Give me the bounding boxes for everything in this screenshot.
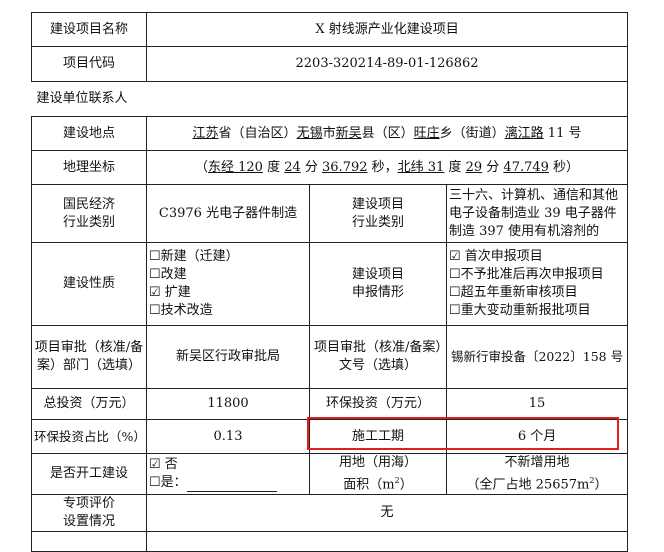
label-project-industry: 建设项目 行业类别 xyxy=(309,184,447,243)
label-declaration: 建设项目 申报情形 xyxy=(309,242,447,326)
checkbox-yes[interactable]: ☐是： xyxy=(149,474,307,493)
coords-segment: 北纬 31 xyxy=(397,159,445,175)
superscript: 2 xyxy=(394,476,400,485)
coords-segment: 36.792 xyxy=(322,159,368,175)
location-segment: 新吴 xyxy=(335,125,362,141)
coords-segment: 秒） xyxy=(548,159,580,175)
value-land-area: 不新增用地 （全厂占地 25657m2） xyxy=(445,452,629,496)
partial-row xyxy=(31,531,147,552)
label-line: 行业类别 xyxy=(62,214,115,230)
location-segment: 旺庄 xyxy=(413,125,440,141)
label-line: 行业类别 xyxy=(351,214,404,230)
value-line: （全厂占地 25657m xyxy=(466,477,590,493)
value-project-name: X 射线源产业化建设项目 xyxy=(145,12,629,47)
nature-options: ☐新建（迁建） ☐改建 ☑ 扩建 ☐技术改造 xyxy=(146,242,310,326)
project-info-table: 建设项目名称 X 射线源产业化建设项目 项目代码 2203-320214-89-… xyxy=(31,12,629,552)
value-location: 江苏省（自治区）无锡市新吴县（区）旺庄乡（街道）漓江路 11 号 xyxy=(145,116,629,151)
partial-row-value xyxy=(145,531,629,552)
label-location: 建设地点 xyxy=(31,116,147,151)
coords-segment: 度 xyxy=(262,159,285,175)
location-segment: 县（区） xyxy=(361,125,414,141)
label-land-area: 用地（用海） 面积（m2） xyxy=(309,452,447,496)
coords-segment: （ xyxy=(194,159,208,175)
label-env-investment: 环保投资（万元） xyxy=(309,388,447,420)
coords-segment: 东经 120 xyxy=(207,159,263,175)
coords-segment: 29 xyxy=(465,159,483,175)
label-special-eval: 专项评价 设置情况 xyxy=(31,494,147,533)
value-env-ratio: 0.13 xyxy=(146,419,310,454)
label-project-code: 项目代码 xyxy=(31,46,147,82)
coords-segment: 47.749 xyxy=(503,159,549,175)
label-project-name: 建设项目名称 xyxy=(31,12,147,47)
value-construction-period: 6 个月 xyxy=(445,419,629,454)
label-approval-no: 项目审批（核准/备案）文号（选填） xyxy=(309,325,447,389)
label-construction-period: 施工工期 xyxy=(309,419,447,454)
location-segment: 无锡 xyxy=(296,125,323,141)
date-blank xyxy=(186,479,277,493)
checkbox-resubmit[interactable]: ☐不予批准后再次申报项目 xyxy=(449,267,604,282)
coords-segment: 分 xyxy=(482,159,504,175)
checkbox-five-year[interactable]: ☐超五年重新审核项目 xyxy=(449,285,578,300)
checkbox-rebuild[interactable]: ☐改建 xyxy=(149,267,187,282)
label-line: 专项评价 xyxy=(62,496,115,512)
value-industry: C3976 光电子器件制造 xyxy=(146,184,310,243)
label-env-ratio: 环保投资占比（%） xyxy=(31,419,147,454)
label-nature: 建设性质 xyxy=(31,242,147,326)
label-line: 面积（m xyxy=(343,477,395,493)
checkbox-first[interactable]: ☑ 首次申报项目 xyxy=(449,249,543,264)
location-segment: 市 xyxy=(322,125,336,141)
superscript: 2 xyxy=(589,476,595,485)
started-options: ☑ 否 ☐是： xyxy=(146,452,310,496)
value-line: ） xyxy=(594,477,608,493)
label-industry: 国民经济 行业类别 xyxy=(31,184,147,243)
label-line: 建设项目 xyxy=(351,196,404,212)
coords-segment: 24 xyxy=(284,159,301,175)
value-approval-no: 锡新行审投备〔2022〕158 号 xyxy=(445,325,629,389)
label-total-investment: 总投资（万元） xyxy=(31,388,147,420)
checkbox-new[interactable]: ☐新建（迁建） xyxy=(149,249,239,264)
value-total-investment: 11800 xyxy=(146,388,310,420)
label-line: ） xyxy=(399,477,413,493)
location-segment: 11 号 xyxy=(543,125,582,141)
value-project-industry: 三十六、计算机、通信和其他电子设备制造业 39 电子器件制造 397 使用有机溶… xyxy=(445,184,629,243)
label-started: 是否开工建设 xyxy=(31,452,147,496)
label-line: 用地（用海） xyxy=(338,455,417,470)
value-special-eval: 无 xyxy=(145,494,629,533)
value-project-code: 2203-320214-89-01-126862 xyxy=(145,46,629,82)
declaration-options: ☑ 首次申报项目 ☐不予批准后再次申报项目 ☐超五年重新审核项目 ☐重大变动重新… xyxy=(445,242,629,326)
coords-segment: 度 xyxy=(444,159,466,175)
checkbox-yes-label: ☐是： xyxy=(149,475,187,491)
location-segment: 乡（街道） xyxy=(439,125,505,141)
checkbox-tech[interactable]: ☐技术改造 xyxy=(149,303,213,318)
checkbox-no[interactable]: ☑ 否 xyxy=(149,457,178,473)
label-line: 申报情形 xyxy=(351,285,404,300)
location-segment: 江苏 xyxy=(192,125,219,141)
checkbox-expand[interactable]: ☑ 扩建 xyxy=(149,285,191,300)
location-segment: 省（自治区） xyxy=(218,125,297,141)
label-line: 建设项目 xyxy=(351,267,404,282)
value-env-investment: 15 xyxy=(445,388,629,420)
label-approval-dept: 项目审批（核准/备案）部门（选填） xyxy=(31,325,147,389)
label-coords: 地理坐标 xyxy=(31,150,147,185)
value-line: 不新增用地 xyxy=(504,455,570,470)
value-approval-dept: 新吴区行政审批局 xyxy=(146,325,310,389)
value-coords: （东经 120 度 24 分 36.792 秒，北纬 31 度 29 分 47.… xyxy=(145,150,629,185)
label-line: 设置情况 xyxy=(62,514,115,530)
label-line: 国民经济 xyxy=(62,196,115,212)
label-contact: 建设单位联系人 xyxy=(31,81,629,117)
coords-segment: 秒， xyxy=(367,159,398,175)
coords-segment: 分 xyxy=(300,159,323,175)
checkbox-major-change[interactable]: ☐重大变动重新报批项目 xyxy=(449,303,591,318)
location-segment: 漓江路 xyxy=(504,125,544,141)
